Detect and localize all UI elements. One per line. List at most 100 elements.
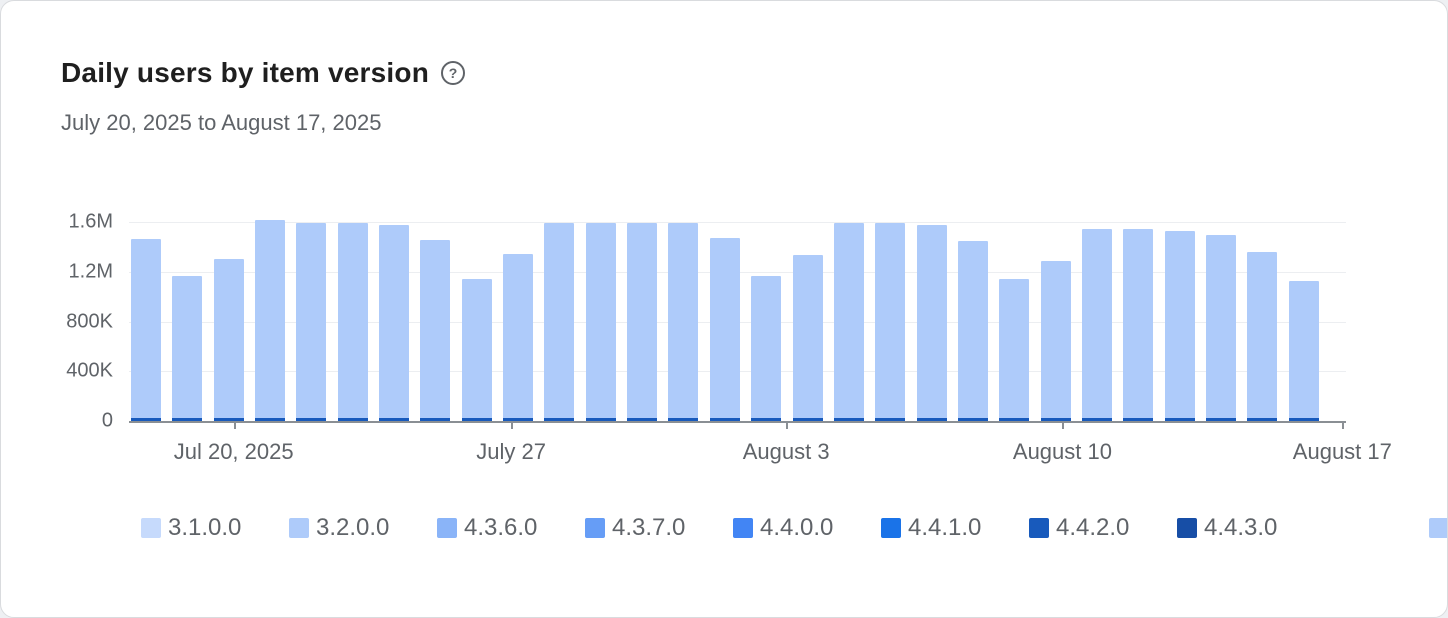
- y-axis-labels: 1.6M 1.2M 800K 400K 0: [1, 211, 113, 432]
- bar[interactable]: [1123, 228, 1154, 421]
- bar[interactable]: [255, 220, 286, 421]
- legend-item-4.4.2.0: 4.4.2.0: [1029, 514, 1177, 542]
- y-axis-label: 1.6M: [68, 210, 113, 233]
- bar-segment-4.4.2.0: [957, 417, 988, 421]
- chart-header: Daily users by item version ?: [61, 57, 466, 89]
- bar-segment-3.2.0.0: [875, 222, 906, 418]
- bar-segment-4.4.2.0: [420, 417, 451, 421]
- x-axis-label: August 10: [1012, 439, 1112, 464]
- legend-label: 4.4.2.0: [1056, 514, 1130, 541]
- bar-segment-4.4.2.0: [1040, 417, 1071, 421]
- legend-swatch: [141, 518, 161, 538]
- bar[interactable]: [337, 222, 368, 421]
- bar[interactable]: [172, 276, 203, 421]
- bar[interactable]: [131, 238, 161, 421]
- bar-segment-3.2.0.0: [1123, 228, 1154, 418]
- bar-segment-3.2.0.0: [461, 278, 492, 418]
- legend-item-4.4.3.0: 4.4.3.0: [1177, 514, 1325, 542]
- bar-segment-3.2.0.0: [131, 238, 161, 418]
- bar[interactable]: [1081, 228, 1112, 421]
- chart-plot-area: Jul 20, 2025 July 27 August 3 August 10 Augu…: [129, 220, 1392, 464]
- bar-segment-4.4.2.0: [337, 417, 368, 421]
- bar[interactable]: [585, 222, 616, 421]
- legend-label: 4.4.3.0: [1204, 514, 1278, 541]
- legend-swatch: [881, 518, 901, 538]
- x-axis-label: July 27: [476, 439, 546, 464]
- bar[interactable]: [544, 222, 575, 421]
- bar-segment-4.4.2.0: [1081, 417, 1112, 421]
- legend-swatch: [1177, 518, 1197, 538]
- legend-item-3.1.0.0: 3.1.0.0: [141, 514, 289, 542]
- bar-segment-4.4.2.0: [999, 417, 1030, 421]
- bar[interactable]: [999, 278, 1030, 421]
- bar-segment-3.2.0.0: [916, 225, 947, 418]
- legend-swatch: [585, 518, 605, 538]
- bar[interactable]: [1205, 235, 1236, 421]
- bar[interactable]: [503, 253, 534, 421]
- bar[interactable]: [792, 254, 823, 421]
- legend-item-4.4.1.0: 4.4.1.0: [881, 514, 1029, 542]
- bar[interactable]: [213, 258, 244, 421]
- legend-item-truncated: [1429, 514, 1447, 542]
- bar[interactable]: [627, 222, 658, 421]
- bar-segment-3.2.0.0: [1247, 252, 1278, 418]
- bar-segment-3.2.0.0: [957, 241, 988, 418]
- bar-segment-4.4.2.0: [751, 417, 782, 421]
- bar[interactable]: [957, 241, 988, 421]
- bar-segment-4.4.2.0: [833, 417, 864, 421]
- bar-segment-3.2.0.0: [668, 222, 699, 418]
- legend-label: 4.3.7.0: [612, 514, 686, 541]
- help-icon[interactable]: ?: [441, 61, 466, 85]
- bar-segment-3.2.0.0: [1288, 281, 1319, 418]
- bar[interactable]: [461, 278, 492, 421]
- bar-segment-4.4.2.0: [709, 417, 740, 421]
- chart-legend: 3.1.0.0 3.2.0.0 4.3.6.0 4.3.7.0 4.4.0.0 4.4.1…: [141, 514, 1447, 542]
- bar[interactable]: [379, 225, 410, 421]
- bar-segment-3.2.0.0: [751, 276, 782, 418]
- x-axis-tick: [1342, 421, 1345, 429]
- bar-segment-4.4.2.0: [503, 417, 534, 421]
- bar-segment-3.2.0.0: [544, 222, 575, 418]
- bar[interactable]: [916, 225, 947, 421]
- bar-segment-3.2.0.0: [1205, 235, 1236, 418]
- bar-segment-3.2.0.0: [379, 225, 410, 418]
- bar-segment-4.4.2.0: [875, 417, 906, 421]
- legend-label: 3.1.0.0: [168, 514, 242, 541]
- bar[interactable]: [1247, 252, 1278, 421]
- legend-item-4.3.6.0: 4.3.6.0: [437, 514, 585, 542]
- bar[interactable]: [420, 240, 451, 421]
- bar-segment-3.2.0.0: [503, 253, 534, 418]
- bar-segment-4.4.2.0: [379, 417, 410, 421]
- bar-segment-4.4.2.0: [1164, 417, 1195, 421]
- legend-label: 4.4.0.0: [760, 514, 834, 541]
- bar-segment-4.4.2.0: [916, 417, 947, 421]
- bar[interactable]: [875, 222, 906, 421]
- legend-swatch: [733, 518, 753, 538]
- bar-segment-4.4.2.0: [213, 417, 244, 421]
- bar-segment-3.2.0.0: [337, 222, 368, 418]
- x-axis-tick: [233, 421, 236, 429]
- bar[interactable]: [296, 222, 327, 421]
- legend-label: 3.2.0.0: [316, 514, 390, 541]
- legend-item-4.3.7.0: 4.3.7.0: [585, 514, 733, 542]
- bar[interactable]: [1288, 281, 1319, 421]
- bar[interactable]: [833, 222, 864, 421]
- bar-segment-4.4.2.0: [296, 417, 327, 421]
- bar-segment-4.4.2.0: [1247, 417, 1278, 421]
- bar-segment-4.4.2.0: [1205, 417, 1236, 421]
- bar-segment-3.2.0.0: [213, 258, 244, 418]
- bar-segment-3.2.0.0: [172, 276, 203, 418]
- bar[interactable]: [1164, 231, 1195, 421]
- legend-swatch: [1429, 518, 1447, 538]
- bar-segment-3.2.0.0: [296, 222, 327, 418]
- bar[interactable]: [709, 237, 740, 421]
- legend-item-4.4.0.0: 4.4.0.0: [733, 514, 881, 542]
- bar[interactable]: [751, 276, 782, 421]
- bar[interactable]: [1040, 261, 1071, 421]
- bar-segment-4.4.2.0: [627, 417, 658, 421]
- bar-segment-3.2.0.0: [1164, 231, 1195, 418]
- y-axis-label: 0: [101, 409, 113, 432]
- bar-segment-4.4.2.0: [172, 417, 203, 421]
- bar[interactable]: [668, 222, 699, 421]
